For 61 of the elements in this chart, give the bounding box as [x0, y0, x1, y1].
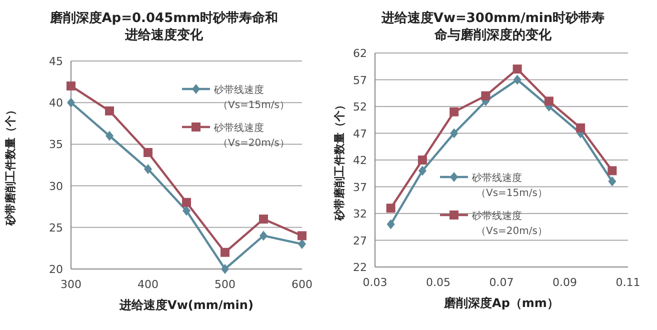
- x-tick-label: 300: [60, 278, 82, 291]
- y-tick-label: 47: [353, 127, 367, 140]
- point: [608, 176, 616, 186]
- x-tick-label: 400: [138, 278, 158, 291]
- point: [386, 219, 395, 230]
- point: [298, 231, 306, 240]
- point: [182, 198, 191, 207]
- point: [298, 239, 306, 250]
- legend-label: 砂带线速度（Vs=20m/s）: [213, 122, 290, 149]
- point: [450, 107, 459, 116]
- y-axis-title: 砂带磨削工件数量（个）: [333, 100, 346, 222]
- chart-title: 进给速度Vw=300mm/min时砂带寿命与磨削深度的变化: [380, 10, 605, 43]
- x-axis-title: 进给速度Vw(mm/min): [118, 298, 254, 312]
- x-tick-label: 0.03: [362, 276, 388, 289]
- point: [260, 230, 268, 241]
- point: [418, 166, 426, 176]
- y-tick-label: 37: [353, 180, 367, 194]
- point: [386, 204, 396, 213]
- point: [418, 156, 427, 164]
- y-tick-label: 45: [49, 55, 63, 68]
- y-axis-title: 砂带磨削工件数量（个）: [4, 104, 17, 226]
- point: [144, 164, 152, 174]
- point: [259, 214, 268, 224]
- y-tick-label: 52: [353, 100, 367, 114]
- y-tick-label: 25: [49, 221, 63, 234]
- legend-label: 砂带线速度（Vs=15m/s）: [213, 84, 290, 111]
- x-tick-label: 0.07: [489, 276, 514, 289]
- y-tick-label: 62: [353, 47, 367, 60]
- point: [450, 128, 458, 138]
- y-tick-label: 30: [49, 180, 63, 193]
- x-tick-label: 600: [292, 278, 312, 291]
- point: [608, 166, 617, 176]
- x-tick-label: 0.09: [552, 276, 577, 289]
- point: [182, 206, 190, 216]
- point: [481, 91, 490, 100]
- y-tick-label: 35: [49, 138, 63, 152]
- point: [221, 264, 229, 274]
- y-tick-label: 27: [353, 234, 367, 248]
- y-tick-label: 32: [353, 208, 367, 220]
- point: [105, 106, 114, 116]
- x-tick-label: 0.05: [426, 276, 450, 289]
- point: [66, 81, 76, 90]
- point: [576, 123, 586, 132]
- y-tick-label: 20: [49, 263, 63, 276]
- point: [513, 74, 522, 85]
- y-tick-label: 57: [353, 74, 367, 87]
- legend-label: 砂带线速度（Vs=20m/s）: [471, 210, 548, 237]
- y-tick-label: 42: [353, 154, 367, 167]
- point: [67, 98, 75, 108]
- y-tick-label: 40: [49, 96, 63, 110]
- point: [512, 64, 522, 74]
- x-tick-label: 500: [214, 278, 236, 291]
- point: [220, 248, 230, 257]
- legend-label: 砂带线速度（Vs=15m/s）: [471, 172, 548, 199]
- y-tick-label: 22: [353, 261, 367, 274]
- point: [544, 96, 554, 106]
- point: [106, 130, 114, 141]
- x-tick-label: 0.11: [616, 276, 640, 289]
- point: [144, 148, 152, 158]
- x-axis-title: 磨削深度Ap（mm）: [443, 296, 559, 310]
- chart-title: 磨削深度Ap=0.045mm时砂带寿命和进给速度变化: [48, 10, 278, 43]
